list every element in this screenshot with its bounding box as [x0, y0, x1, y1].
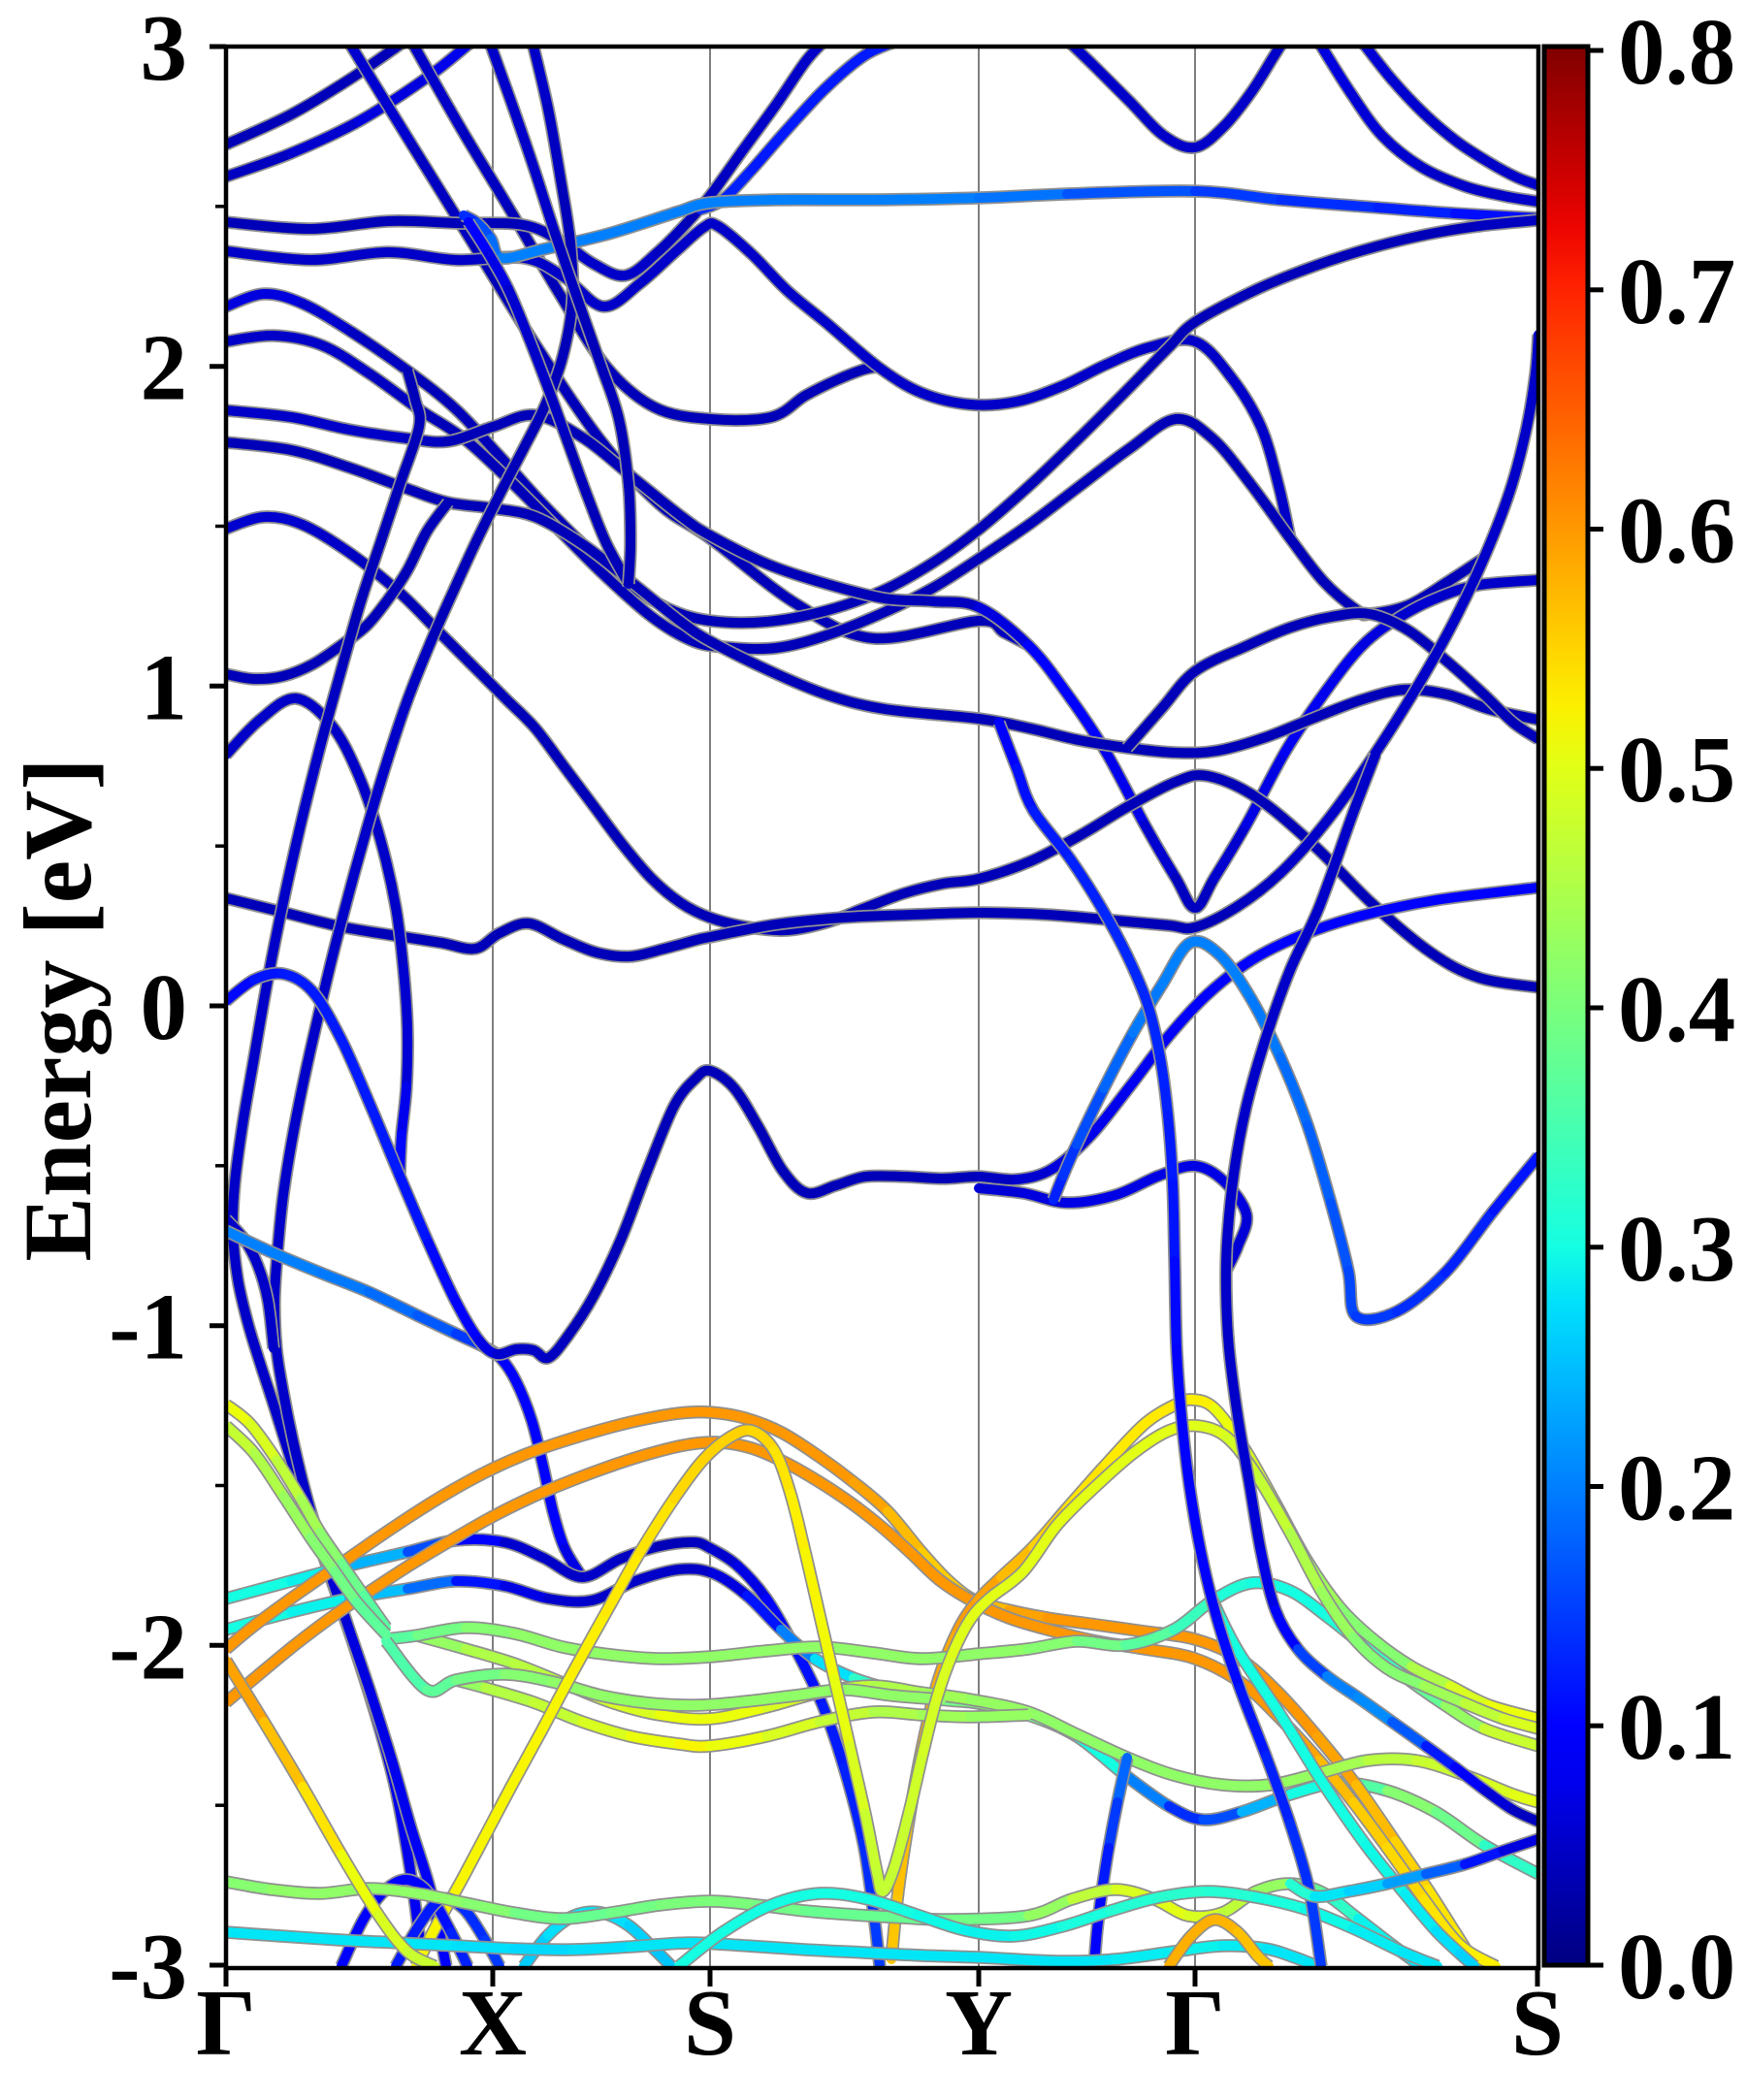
- svg-text:Γ: Γ: [1165, 1971, 1225, 2075]
- svg-text:3: 3: [141, 0, 188, 100]
- svg-text:0.4: 0.4: [1618, 957, 1735, 1061]
- svg-text:0: 0: [141, 955, 188, 1059]
- svg-text:Energy [eV]: Energy [eV]: [4, 758, 112, 1261]
- svg-text:-3: -3: [109, 1915, 187, 2019]
- svg-text:-1: -1: [109, 1276, 187, 1379]
- svg-text:2: 2: [141, 316, 188, 420]
- svg-text:1: 1: [141, 635, 188, 739]
- svg-text:0.7: 0.7: [1618, 240, 1735, 343]
- svg-text:0.8: 0.8: [1618, 0, 1735, 104]
- svg-text:0.6: 0.6: [1618, 479, 1735, 583]
- svg-text:S: S: [684, 1971, 736, 2075]
- svg-text:0.1: 0.1: [1618, 1675, 1735, 1779]
- svg-text:0.0: 0.0: [1618, 1915, 1735, 2019]
- svg-text:Y: Y: [945, 1971, 1013, 2075]
- svg-text:0.2: 0.2: [1618, 1437, 1735, 1540]
- svg-text:-2: -2: [109, 1595, 187, 1698]
- svg-text:Γ: Γ: [196, 1971, 256, 2075]
- svg-text:0.3: 0.3: [1618, 1197, 1735, 1301]
- svg-text:S: S: [1511, 1971, 1564, 2075]
- svg-text:0.5: 0.5: [1618, 718, 1735, 822]
- svg-text:X: X: [459, 1971, 527, 2075]
